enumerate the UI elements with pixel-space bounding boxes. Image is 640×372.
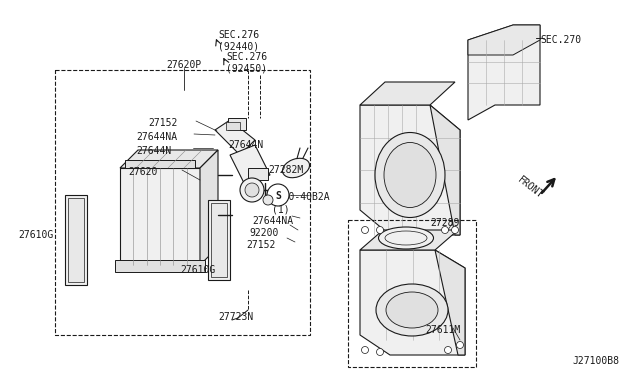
Ellipse shape — [384, 142, 436, 208]
Circle shape — [362, 227, 369, 234]
Circle shape — [456, 341, 463, 349]
Bar — [65, 195, 87, 285]
Polygon shape — [360, 82, 455, 105]
Text: J27100B8: J27100B8 — [572, 356, 619, 366]
Circle shape — [376, 227, 383, 234]
Text: SEC.276: SEC.276 — [226, 52, 267, 62]
Polygon shape — [115, 260, 205, 272]
Text: 27289: 27289 — [430, 218, 460, 228]
Circle shape — [245, 183, 259, 197]
Bar — [348, 220, 476, 367]
Text: 27152: 27152 — [148, 118, 177, 128]
Polygon shape — [468, 25, 540, 120]
Text: (92450): (92450) — [226, 63, 267, 73]
Text: 27644NA: 27644NA — [252, 216, 293, 226]
Text: 27610G: 27610G — [18, 230, 53, 240]
Bar — [68, 198, 84, 282]
Text: 27644N: 27644N — [136, 146, 172, 156]
Text: 27620: 27620 — [128, 167, 157, 177]
Text: FRONT: FRONT — [516, 175, 545, 201]
Text: 27611M: 27611M — [425, 325, 460, 335]
Text: SEC.270: SEC.270 — [540, 35, 581, 45]
Text: 27610G: 27610G — [180, 265, 215, 275]
Text: 08310-40B2A: 08310-40B2A — [265, 192, 330, 202]
Polygon shape — [360, 105, 460, 235]
Bar — [211, 203, 227, 277]
Text: 27644N: 27644N — [228, 140, 263, 150]
Text: 92200: 92200 — [249, 228, 278, 238]
Ellipse shape — [376, 284, 448, 336]
Text: (92440): (92440) — [218, 41, 259, 51]
Text: 27152: 27152 — [246, 240, 275, 250]
Text: 27620P: 27620P — [166, 60, 201, 70]
Text: 27723N: 27723N — [218, 312, 253, 322]
Polygon shape — [125, 160, 195, 168]
Polygon shape — [230, 145, 270, 185]
Polygon shape — [215, 120, 255, 155]
Bar — [248, 168, 268, 180]
Polygon shape — [430, 105, 460, 235]
Bar — [55, 70, 310, 335]
Ellipse shape — [282, 158, 310, 178]
Circle shape — [442, 227, 449, 234]
Text: 27644NA: 27644NA — [136, 132, 177, 142]
Circle shape — [445, 346, 451, 353]
Ellipse shape — [378, 227, 433, 249]
Polygon shape — [120, 150, 218, 168]
Polygon shape — [200, 150, 218, 265]
Text: 27282M: 27282M — [268, 165, 303, 175]
Polygon shape — [360, 230, 458, 250]
Ellipse shape — [386, 292, 438, 328]
Circle shape — [240, 178, 264, 202]
Polygon shape — [468, 25, 540, 55]
Text: S: S — [275, 191, 281, 201]
Circle shape — [362, 346, 369, 353]
Circle shape — [376, 349, 383, 356]
Circle shape — [267, 184, 289, 206]
Text: SEC.276: SEC.276 — [218, 30, 259, 40]
Bar — [228, 118, 246, 130]
Bar — [208, 200, 230, 280]
Polygon shape — [435, 250, 465, 355]
Ellipse shape — [375, 132, 445, 218]
Bar — [226, 122, 240, 130]
Text: (1): (1) — [272, 204, 290, 214]
Polygon shape — [120, 168, 200, 265]
Circle shape — [451, 227, 458, 234]
Polygon shape — [360, 250, 465, 355]
Circle shape — [263, 195, 273, 205]
